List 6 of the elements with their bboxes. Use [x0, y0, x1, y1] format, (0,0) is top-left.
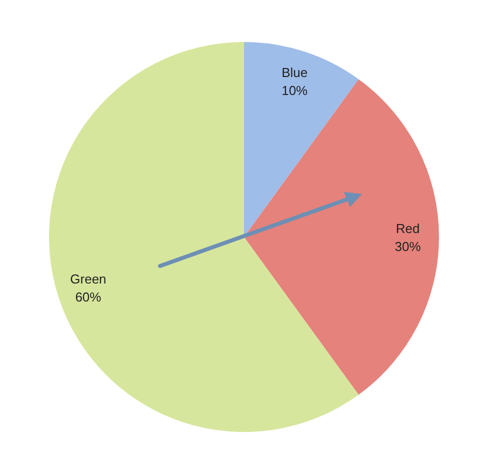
data-label: 10%	[282, 83, 308, 98]
data-label: 60%	[75, 290, 102, 305]
slice-label: Green	[70, 272, 106, 287]
slice-label: Blue	[282, 65, 308, 80]
slice-label: Red	[396, 221, 420, 236]
data-label: 30%	[394, 239, 422, 254]
